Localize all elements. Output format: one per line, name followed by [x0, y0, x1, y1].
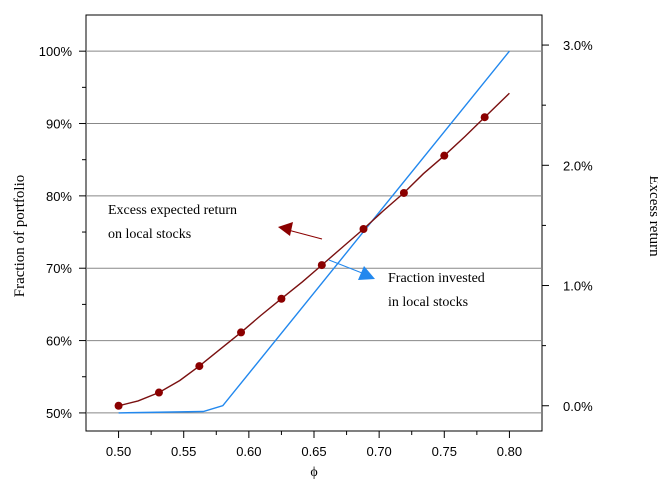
series-group	[114, 50, 510, 414]
annotation-fraction-invested-line2: in local stocks	[388, 295, 468, 310]
excess-return-marker-8	[440, 151, 449, 160]
y-tick-label-0: 50%	[46, 406, 72, 421]
y-tick-label-5: 100%	[39, 44, 73, 59]
x-axis-label: ϕ	[310, 465, 317, 480]
annotation-fraction-invested-line1: Fraction invested	[388, 271, 485, 286]
x-tick-label-2: 0.60	[236, 444, 261, 459]
excess-return-marker-6	[359, 225, 368, 234]
y-tick-label-2: 70%	[46, 261, 72, 276]
excess-return-marker-3	[237, 328, 246, 337]
y-axis-right: 0.0% 1.0% 2.0% 3.0%	[542, 38, 593, 414]
y-tick-label-3: 80%	[46, 189, 72, 204]
y2-tick-label-3: 3.0%	[563, 38, 593, 53]
excess-return-marker-7	[399, 188, 408, 197]
y-tick-label-1: 60%	[46, 334, 72, 349]
excess-return-marker-5	[317, 261, 326, 270]
grid	[86, 50, 542, 414]
y-axis-left: 50% 60% 70% 80% 90% 100%	[39, 44, 86, 421]
x-tick-label-6: 0.80	[497, 444, 522, 459]
plot-frame	[85, 14, 543, 432]
annotation-excess-return-line2: on local stocks	[108, 227, 191, 242]
y-tick-label-4: 90%	[46, 117, 72, 132]
y2-tick-label-0: 0.0%	[563, 399, 593, 414]
y2-tick-label-2: 2.0%	[563, 158, 593, 173]
annotations: Excess expected return on local stocks F…	[108, 203, 485, 310]
annotation-fraction-invested-arrow-shaft	[328, 259, 363, 274]
annotation-excess-return-line1: Excess expected return	[108, 203, 237, 218]
y2-axis-label: Excess return	[646, 175, 658, 257]
excess-return-marker-1	[154, 388, 163, 397]
annotation-excess-return-arrowhead	[278, 222, 293, 236]
x-tick-label-5: 0.75	[432, 444, 457, 459]
y-axis-label: Fraction of portfolio	[12, 175, 28, 297]
y2-tick-label-1: 1.0%	[563, 279, 593, 294]
x-tick-label-1: 0.55	[171, 444, 196, 459]
excess-return-marker-2	[195, 362, 204, 371]
series-excess-return-line	[118, 92, 510, 407]
excess-return-marker-0	[114, 401, 123, 410]
x-tick-label-0: 0.50	[106, 444, 131, 459]
annotation-fraction-invested-arrowhead	[358, 266, 375, 280]
excess-return-marker-4	[277, 294, 286, 303]
x-tick-label-4: 0.70	[366, 444, 391, 459]
x-axis: 0.50 0.55 0.60 0.65 0.70 0.75 0.80	[106, 431, 522, 459]
excess-return-marker-9	[480, 113, 489, 122]
x-tick-label-3: 0.65	[301, 444, 326, 459]
annotation-excess-return-arrow-shaft	[287, 229, 323, 240]
